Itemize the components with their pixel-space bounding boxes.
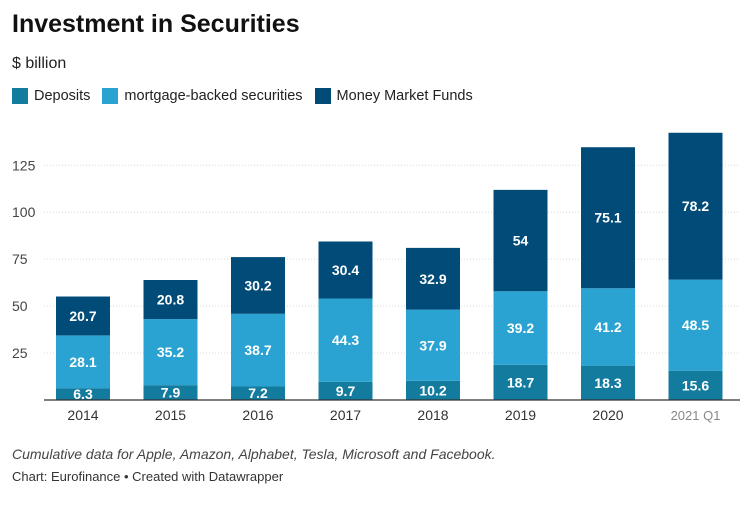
- legend-label-mortgage-backed-securities: mortgage-backed securities: [124, 88, 303, 104]
- x-tick-label-2019: 2019: [505, 407, 536, 423]
- y-tick-label-50: 50: [12, 298, 28, 314]
- bar-money-market-funds-2014: [56, 296, 110, 336]
- legend-swatch-mortgage-backed-securities: [102, 88, 119, 104]
- data-label-deposits-2015: 7.9: [161, 385, 181, 401]
- legend-label-money-market-funds: Money Market Funds: [336, 88, 473, 104]
- bar-money-market-funds-2018: [406, 247, 460, 310]
- bar-mortgage-backed-securities-2021-q1: [668, 279, 723, 371]
- x-tick-label-2020: 2020: [592, 407, 623, 423]
- legend-swatch-money-market-funds: [314, 88, 331, 104]
- chart-notes: Cumulative data for Apple, Amazon, Alpha…: [12, 446, 496, 462]
- y-tick-label-125: 125: [12, 157, 36, 173]
- data-label-mortgage-backed-securities-2019: 39.2: [507, 320, 534, 336]
- legend-item-money-market-funds: Money Market Funds: [314, 88, 473, 104]
- bar-deposits-2020: [581, 365, 635, 400]
- x-tick-label-2017: 2017: [330, 407, 361, 423]
- bar-money-market-funds-2021-q1: [668, 132, 723, 280]
- bar-mortgage-backed-securities-2017: [318, 298, 373, 382]
- data-label-mortgage-backed-securities-2014: 28.1: [69, 354, 96, 370]
- legend: Deposits mortgage-backed securities Mone…: [12, 88, 473, 104]
- legend-swatch-deposits: [12, 88, 28, 104]
- bar-deposits-2018: [406, 380, 460, 400]
- chart-title: Investment in Securities: [12, 10, 300, 38]
- data-label-mortgage-backed-securities-2016: 38.7: [244, 342, 271, 358]
- legend-item-deposits: Deposits: [12, 88, 90, 104]
- bar-deposits-2017: [318, 381, 373, 400]
- legend-label-deposits: Deposits: [34, 88, 91, 104]
- x-tick-label-2014: 2014: [67, 407, 98, 423]
- bar-mortgage-backed-securities-2019: [493, 291, 548, 365]
- bar-money-market-funds-2017: [318, 241, 373, 299]
- legend-item-mortgage-backed-securities: mortgage-backed securities: [102, 88, 303, 104]
- data-label-deposits-2018: 10.2: [419, 382, 446, 398]
- y-tick-label-100: 100: [12, 204, 36, 220]
- bar-mortgage-backed-securities-2018: [406, 309, 460, 381]
- data-label-mortgage-backed-securities-2017: 44.3: [332, 332, 359, 348]
- data-label-money-market-funds-2019: 54: [513, 233, 529, 249]
- bar-mortgage-backed-securities-2015: [143, 319, 198, 386]
- chart-source: Chart: Eurofinance • Created with Datawr…: [12, 469, 284, 484]
- y-tick-label-75: 75: [12, 251, 28, 267]
- bar-mortgage-backed-securities-2016: [231, 313, 285, 387]
- bar-deposits-2021-q1: [668, 370, 723, 400]
- x-tick-label-2016: 2016: [242, 407, 273, 423]
- data-label-mortgage-backed-securities-2018: 37.9: [419, 337, 446, 353]
- bar-mortgage-backed-securities-2020: [581, 288, 635, 366]
- data-label-mortgage-backed-securities-2021-q1: 48.5: [682, 317, 709, 333]
- bar-mortgage-backed-securities-2014: [56, 335, 110, 389]
- bar-money-market-funds-2020: [581, 147, 635, 289]
- data-label-deposits-2020: 18.3: [594, 375, 621, 391]
- x-tick-label-2018: 2018: [417, 407, 448, 423]
- data-label-deposits-2016: 7.2: [248, 385, 268, 401]
- bar-deposits-2019: [493, 364, 548, 400]
- y-tick-label-25: 25: [12, 345, 28, 361]
- chart-subtitle: $ billion: [12, 55, 67, 72]
- data-label-money-market-funds-2014: 20.7: [69, 308, 96, 324]
- x-tick-label-2015: 2015: [155, 407, 186, 423]
- data-label-mortgage-backed-securities-2015: 35.2: [157, 344, 184, 360]
- data-label-deposits-2017: 9.7: [336, 383, 356, 399]
- x-tick-label-2021-q1: 2021 Q1: [671, 408, 721, 423]
- bar-deposits-2015: [143, 385, 198, 400]
- data-label-deposits-2021-q1: 15.6: [682, 377, 709, 393]
- data-label-money-market-funds-2017: 30.4: [332, 262, 359, 278]
- data-label-money-market-funds-2016: 30.2: [244, 277, 271, 293]
- stacked-bar-chart: 25 50 75 100 125 6.3 28.1 20.7 2014 7.9 35.2 20.8 20…: [12, 132, 740, 423]
- data-label-mortgage-backed-securities-2020: 41.2: [594, 319, 621, 335]
- bar-deposits-2016: [231, 386, 285, 400]
- data-label-money-market-funds-2015: 20.8: [157, 292, 184, 308]
- data-label-deposits-2014: 6.3: [73, 386, 93, 402]
- bar-deposits-2014: [56, 388, 110, 400]
- data-label-money-market-funds-2021-q1: 78.2: [682, 198, 709, 214]
- bar-money-market-funds-2016: [231, 257, 285, 314]
- data-label-deposits-2019: 18.7: [507, 374, 534, 390]
- bar-money-market-funds-2015: [143, 279, 198, 320]
- data-label-money-market-funds-2020: 75.1: [594, 210, 621, 226]
- bar-money-market-funds-2019: [493, 189, 548, 292]
- data-label-money-market-funds-2018: 32.9: [419, 271, 446, 287]
